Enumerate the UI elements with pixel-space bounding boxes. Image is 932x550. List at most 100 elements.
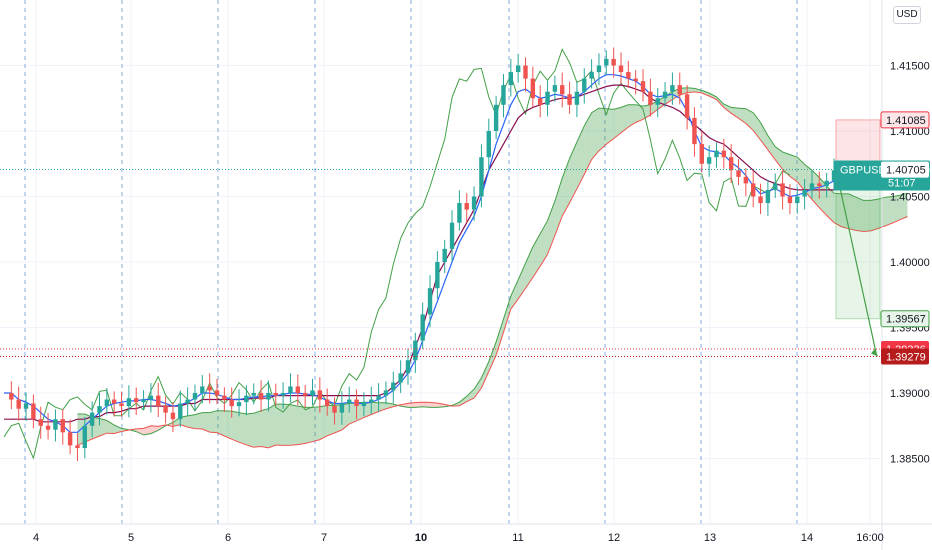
- candle-up: [670, 85, 675, 92]
- cloud-segment: [760, 122, 768, 150]
- candle-up: [82, 425, 87, 449]
- candle-up: [413, 340, 418, 361]
- cloud-segment: [136, 428, 144, 435]
- candle-up: [802, 189, 807, 197]
- time-axis[interactable]: 4 5 6 7 10 11 12 13 14 16:00: [33, 532, 884, 544]
- cloud-segment: [863, 200, 871, 232]
- forecast-projection: [835, 119, 881, 357]
- candle-down: [354, 399, 359, 407]
- cloud-segment: [885, 196, 893, 226]
- candle-up: [126, 398, 132, 407]
- cloud-segment: [870, 199, 879, 231]
- candle-up: [266, 393, 271, 400]
- cloud-segment: [385, 402, 394, 409]
- candle-down: [464, 203, 469, 210]
- cloud-segment: [261, 408, 269, 448]
- cloud-segment: [194, 412, 203, 429]
- cloud-segment: [518, 263, 526, 299]
- cloud-segment: [481, 361, 489, 388]
- price-tag-label: 1.39279: [886, 351, 926, 363]
- cloud-segment: [826, 186, 834, 223]
- candle-up: [23, 403, 29, 409]
- cloud-segment: [217, 410, 225, 437]
- candle-up: [552, 85, 558, 92]
- candle-up: [471, 196, 477, 210]
- candle-down: [692, 117, 697, 145]
- cloud-segment: [415, 402, 423, 408]
- candle-up: [310, 390, 315, 396]
- candle-up: [589, 72, 594, 79]
- candle-down: [743, 176, 749, 184]
- cloud-segment: [738, 108, 746, 124]
- candle-down: [31, 403, 36, 420]
- cloud-segment: [305, 407, 313, 444]
- candle-up: [405, 360, 411, 374]
- cloud-segment: [628, 104, 636, 128]
- cloud-segment: [407, 402, 416, 408]
- candle-up: [493, 104, 499, 131]
- cloud-segment: [290, 404, 298, 446]
- cloud-segment: [525, 246, 533, 289]
- candle-down: [567, 94, 572, 105]
- candle-up: [655, 98, 660, 105]
- candle-down: [633, 78, 638, 82]
- candle-down: [787, 196, 793, 204]
- candle-up: [192, 393, 198, 400]
- cloud-segment: [540, 220, 548, 267]
- cloud-segment: [430, 402, 438, 408]
- candle-up: [420, 314, 425, 341]
- candle-up: [427, 288, 433, 315]
- forecast-arrow: [835, 169, 877, 353]
- candle-up: [795, 196, 800, 204]
- candle-up: [376, 395, 381, 400]
- cloud-segment: [202, 412, 210, 433]
- candle-up: [515, 65, 521, 73]
- candle-down: [677, 85, 682, 95]
- time-tick-label: 16:00: [856, 532, 884, 544]
- candle-up: [773, 183, 778, 190]
- cloud-segment: [422, 402, 431, 408]
- cloud-segment: [371, 402, 379, 415]
- cloud-segment: [547, 201, 555, 255]
- cloud-segment: [701, 90, 710, 97]
- candle-down: [60, 419, 65, 433]
- candle-up: [809, 183, 815, 190]
- cloud-segment: [591, 108, 599, 160]
- cloud-segment: [723, 104, 732, 114]
- cloud-segment: [283, 404, 291, 446]
- candle-down: [530, 78, 536, 99]
- candle-down: [537, 98, 543, 105]
- candle-down: [75, 445, 80, 449]
- grid: [0, 0, 882, 524]
- cloud-segment: [789, 154, 798, 182]
- target-zone: [835, 169, 881, 320]
- candle-down: [728, 157, 734, 171]
- candle-down: [163, 406, 168, 413]
- time-tick-label: 7: [321, 532, 327, 544]
- cloud-segment: [496, 318, 504, 356]
- candle-down: [67, 432, 73, 446]
- cloud-segment: [613, 107, 621, 139]
- candle-down: [258, 393, 264, 400]
- candle-down: [170, 412, 176, 420]
- candle-up: [706, 157, 712, 164]
- ichimoku-cloud: [77, 87, 908, 449]
- cloud-segment: [834, 193, 842, 227]
- candle-up: [662, 91, 668, 99]
- candle-up: [442, 248, 447, 262]
- candle-up: [435, 262, 440, 289]
- candle-down: [684, 94, 690, 118]
- cloud-segment: [474, 377, 482, 399]
- candle-up: [714, 150, 719, 158]
- cloud-segment: [297, 406, 306, 445]
- candle-down: [780, 183, 785, 197]
- candle-up: [361, 402, 367, 407]
- cloud-segment: [356, 402, 364, 421]
- currency-label[interactable]: USD: [893, 6, 921, 24]
- candle-down: [156, 395, 161, 407]
- price-tag-label: 1.41085: [886, 115, 926, 127]
- leading-span-b: [77, 91, 908, 449]
- candle-down: [38, 419, 43, 426]
